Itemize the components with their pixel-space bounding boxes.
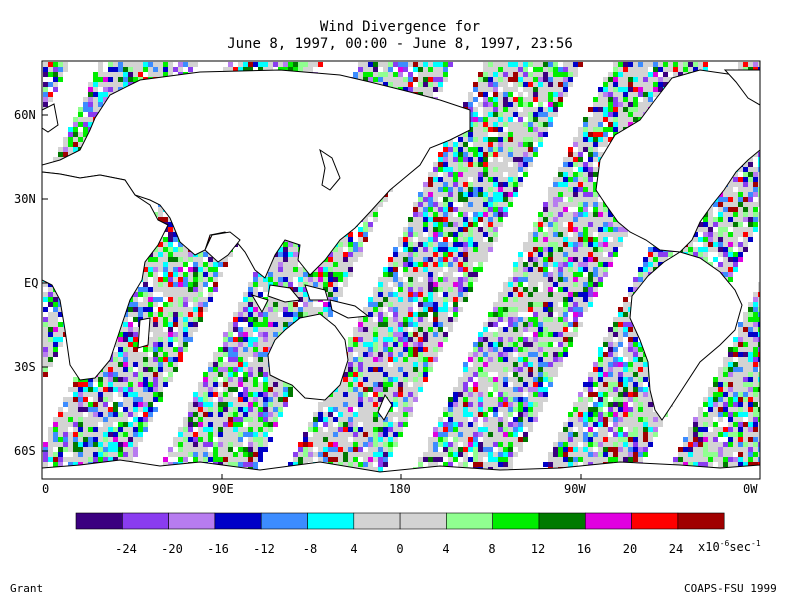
- land-new-guinea: [329, 299, 370, 319]
- lat-label-60s: 60S: [14, 444, 36, 458]
- colorbar-swatch: [353, 512, 401, 530]
- lat-label-30n: 30N: [14, 192, 36, 206]
- chart-title-line2: June 8, 1997, 00:00 - June 8, 1997, 23:5…: [227, 36, 573, 52]
- colorbar-label: 0: [396, 542, 404, 556]
- land-north-america: [595, 69, 760, 253]
- colorbar-swatch: [75, 512, 123, 530]
- colorbar-label: -16: [207, 542, 229, 556]
- lon-label-0: 0: [42, 482, 50, 496]
- colorbar-units: x10-6sec-1: [698, 539, 761, 554]
- lon-label-90e: 90E: [212, 482, 234, 496]
- lon-label-180: 180: [389, 482, 411, 496]
- land-madagascar: [137, 317, 151, 349]
- colorbar-swatch: [122, 512, 169, 530]
- land-japan: [319, 148, 341, 191]
- colorbar-label: -24: [115, 542, 137, 556]
- land-africa: [42, 171, 169, 381]
- colorbar-label: -12: [253, 542, 275, 556]
- colorbar-label: -20: [161, 542, 183, 556]
- footer-credit: COAPS-FSU 1999: [684, 582, 777, 595]
- colorbar-swatch: [214, 512, 262, 530]
- colorbar-swatch: [584, 512, 632, 530]
- footer-author: Grant: [10, 582, 44, 595]
- colorbar-swatch: [168, 512, 216, 530]
- colorbar-swatch: [399, 512, 447, 530]
- colorbar-label: -8: [302, 542, 318, 556]
- colorbar-swatch: [307, 512, 355, 530]
- lat-label-30s: 30S: [14, 360, 36, 374]
- land-australia: [267, 313, 349, 401]
- lon-label-90w: 90W: [564, 482, 586, 496]
- lat-label-eq: EQ: [24, 276, 39, 290]
- lat-label-60n: 60N: [14, 108, 36, 122]
- land-south-america: [629, 251, 743, 421]
- colorbar-label: 4: [350, 542, 358, 556]
- colorbar-label: 24: [668, 542, 684, 556]
- lon-label-0w: 0W: [743, 482, 758, 496]
- land-new-zealand: [377, 393, 393, 421]
- land-indonesia: [250, 284, 329, 314]
- land-greenland: [723, 69, 760, 106]
- land-india: [204, 231, 241, 263]
- colorbar-swatch: [538, 512, 586, 530]
- colorbar-label: 20: [622, 542, 638, 556]
- colorbar-swatch: [446, 512, 493, 530]
- colorbar-label: 12: [530, 542, 546, 556]
- colorbar-label: 16: [576, 542, 592, 556]
- land-eurasia: [42, 69, 471, 279]
- colorbar-swatch: [677, 512, 725, 530]
- chart-title-line1: Wind Divergence for: [319, 19, 481, 35]
- colorbar-swatch: [492, 512, 540, 530]
- colorbar-swatch: [260, 512, 308, 530]
- colorbar-label: 8: [488, 542, 496, 556]
- colorbar-label: 4: [442, 542, 450, 556]
- land-uk: [42, 103, 59, 133]
- colorbar-swatch: [631, 512, 679, 530]
